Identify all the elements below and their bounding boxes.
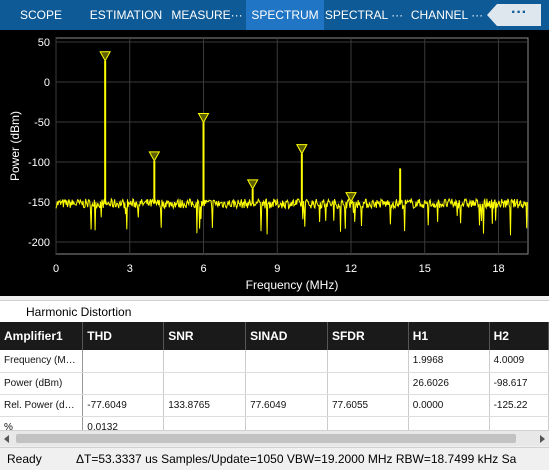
x-tick-label: 15 bbox=[419, 263, 431, 275]
tab-scope[interactable]: SCOPE bbox=[19, 8, 62, 22]
tab-spectral-mask[interactable]: SPECTRAL ··· bbox=[324, 8, 404, 22]
table-cell bbox=[327, 372, 409, 395]
y-tick-label: -150 bbox=[28, 197, 50, 209]
table-cell: % bbox=[0, 416, 84, 430]
table-cell: 4.0009 bbox=[489, 350, 549, 373]
more-tabs-button[interactable]: ··· bbox=[487, 4, 541, 26]
table-row: Rel. Power (d… -77.6049 133.8765 77.6049… bbox=[0, 394, 549, 417]
table-cell: Rel. Power (d… bbox=[0, 394, 84, 417]
y-axis-label: Power (dBm) bbox=[8, 111, 22, 181]
table-cell bbox=[163, 416, 247, 430]
column-header[interactable]: SNR bbox=[163, 322, 247, 350]
column-header[interactable]: H2 bbox=[489, 322, 549, 350]
column-header[interactable]: THD bbox=[82, 322, 165, 350]
table-cell: 0.0132 bbox=[82, 416, 165, 430]
table-cell: -98.617 bbox=[489, 372, 549, 395]
spectrum-plot[interactable]: 0 3 6 9 12 15 18 50 0 -50 -100 -150 -200 Frequency (M… bbox=[0, 30, 549, 296]
column-header[interactable]: Amplifier1 bbox=[0, 322, 84, 350]
harmonic-marker bbox=[99, 51, 112, 62]
table-cell: Power (dBm) bbox=[0, 372, 84, 395]
x-tick-label: 0 bbox=[53, 263, 59, 275]
table-row: Frequency (M… 1.9968 4.0009 bbox=[0, 350, 549, 373]
harmonic-marker bbox=[148, 151, 161, 162]
table-cell: 26.6026 bbox=[408, 372, 490, 395]
tab-estimation[interactable]: ESTIMATION bbox=[89, 8, 163, 22]
table-cell bbox=[408, 416, 490, 430]
x-tick-label: 18 bbox=[492, 263, 504, 275]
column-header[interactable]: SINAD bbox=[245, 322, 328, 350]
table-header-row: Amplifier1 THD SNR SINAD SFDR H1 H2 bbox=[0, 322, 549, 350]
harmonic-marker bbox=[345, 192, 357, 203]
toolstrip-tab-bar: SCOPE ESTIMATION MEASURE··· SPECTRUM SPE… bbox=[0, 0, 549, 30]
y-tick-label: 0 bbox=[44, 77, 50, 89]
spectrum-plot-panel: 0 3 6 9 12 15 18 50 0 -50 -100 -150 -200 Frequency (M… bbox=[0, 30, 549, 296]
y-tick-label: 50 bbox=[38, 37, 50, 49]
x-tick-label: 12 bbox=[345, 263, 357, 275]
column-header[interactable]: SFDR bbox=[327, 322, 409, 350]
table-cell bbox=[327, 416, 409, 430]
status-info: ΔT=53.3337 us Samples/Update=1050 VBW=19… bbox=[76, 452, 517, 466]
table-cell: Frequency (M… bbox=[0, 350, 84, 373]
scrollbar-thumb[interactable] bbox=[16, 434, 516, 443]
table-cell: 133.8765 bbox=[163, 394, 247, 417]
table-row: Power (dBm) 26.6026 -98.617 bbox=[0, 372, 549, 395]
table-cell bbox=[82, 350, 165, 373]
plot-area bbox=[55, 37, 529, 255]
more-icon: ··· bbox=[511, 4, 527, 21]
table-cell: 77.6055 bbox=[327, 394, 409, 417]
table-cell: -125.22 bbox=[489, 394, 549, 417]
table-cell: 1.9968 bbox=[408, 350, 490, 373]
table-cell bbox=[82, 372, 165, 395]
table-row: % 0.0132 bbox=[0, 416, 549, 430]
table-cell bbox=[245, 372, 328, 395]
harmonic-marker bbox=[246, 179, 259, 190]
y-tick-label: -50 bbox=[34, 117, 50, 129]
tab-channel-measurements[interactable]: CHANNEL ··· bbox=[410, 8, 484, 22]
status-bar: Ready ΔT=53.3337 us Samples/Update=1050 … bbox=[0, 447, 549, 470]
table-cell bbox=[327, 350, 409, 373]
table-cell bbox=[245, 416, 328, 430]
table-title: Harmonic Distortion bbox=[0, 300, 549, 322]
tab-measurements[interactable]: MEASURE··· bbox=[171, 8, 243, 22]
harmonic-marker bbox=[197, 112, 210, 124]
scroll-right-icon[interactable] bbox=[540, 435, 545, 443]
horizontal-scrollbar[interactable] bbox=[0, 430, 549, 446]
table-cell bbox=[163, 350, 247, 373]
x-tick-label: 9 bbox=[274, 263, 280, 275]
spectrum-trace bbox=[55, 197, 529, 236]
x-axis-label: Frequency (MHz) bbox=[246, 278, 339, 292]
table-cell: 0.0000 bbox=[408, 394, 490, 417]
table-cell bbox=[489, 416, 549, 430]
table-cell: -77.6049 bbox=[82, 394, 165, 417]
y-tick-label: -100 bbox=[28, 157, 50, 169]
harmonic-distortion-table[interactable]: Amplifier1 THD SNR SINAD SFDR H1 H2 Freq… bbox=[0, 322, 549, 430]
table-cell bbox=[245, 350, 328, 373]
harmonic-marker bbox=[295, 144, 308, 155]
column-header[interactable]: H1 bbox=[408, 322, 490, 350]
table-cell bbox=[163, 372, 247, 395]
status-ready: Ready bbox=[7, 452, 42, 466]
tab-spectrum[interactable]: SPECTRUM bbox=[246, 0, 324, 30]
table-cell: 77.6049 bbox=[245, 394, 328, 417]
back-arrow-icon bbox=[487, 4, 497, 26]
y-tick-label: -200 bbox=[28, 237, 50, 249]
x-tick-label: 6 bbox=[200, 263, 206, 275]
x-tick-label: 3 bbox=[127, 263, 133, 275]
scroll-left-icon[interactable] bbox=[4, 435, 9, 443]
